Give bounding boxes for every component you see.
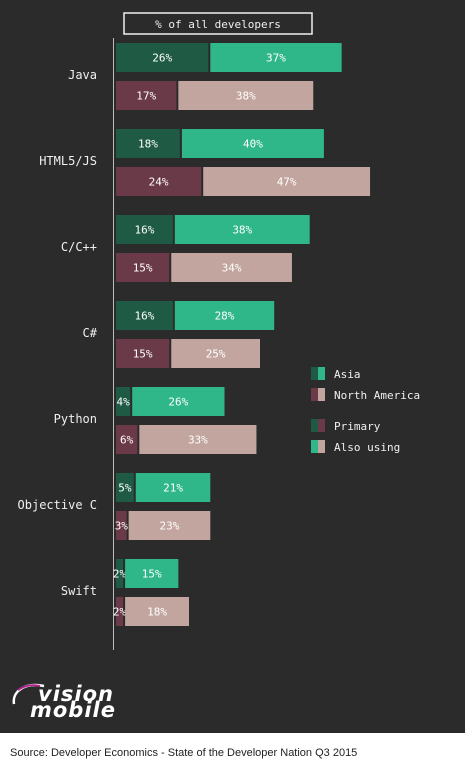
asia-also-label: 26% bbox=[168, 396, 188, 409]
na-also-bar bbox=[171, 339, 260, 368]
na-primary-bar bbox=[116, 253, 170, 282]
na-also-label: 25% bbox=[206, 348, 226, 361]
asia-also-bar bbox=[181, 129, 324, 158]
legend-na-swatch-a bbox=[311, 388, 318, 401]
na-also-bar bbox=[178, 81, 314, 110]
asia-also-label: 21% bbox=[163, 482, 183, 495]
logo-text-line1: vision bbox=[38, 682, 114, 706]
na-primary-bar bbox=[116, 597, 124, 626]
asia-also-label: 40% bbox=[243, 138, 263, 151]
na-primary-label: 3% bbox=[115, 520, 129, 533]
legend-also-swatch-a bbox=[311, 440, 318, 453]
legend-asia-swatch-a bbox=[311, 367, 318, 380]
asia-primary-label: 18% bbox=[138, 138, 158, 151]
asia-primary-label: 16% bbox=[134, 310, 154, 323]
asia-also-bar bbox=[125, 559, 179, 588]
asia-also-label: 15% bbox=[142, 568, 162, 581]
na-also-bar bbox=[139, 425, 257, 454]
legend-asia-label: Asia bbox=[334, 368, 361, 381]
asia-also-bar bbox=[132, 387, 225, 416]
asia-also-bar bbox=[174, 301, 275, 330]
legend-na-label: North America bbox=[334, 389, 420, 402]
na-also-bar bbox=[203, 167, 371, 196]
na-also-label: 47% bbox=[277, 176, 297, 189]
na-primary-bar bbox=[116, 511, 127, 540]
na-also-bar bbox=[171, 253, 292, 282]
legend-primary-label: Primary bbox=[334, 420, 381, 433]
na-also-label: 38% bbox=[236, 90, 256, 103]
asia-also-bar bbox=[210, 43, 342, 72]
asia-primary-label: 4% bbox=[116, 396, 130, 409]
na-primary-label: 15% bbox=[133, 348, 153, 361]
asia-also-bar bbox=[135, 473, 211, 502]
asia-primary-label: 5% bbox=[118, 482, 132, 495]
asia-primary-bar bbox=[116, 559, 124, 588]
asia-primary-bar bbox=[116, 215, 173, 244]
category-label: HTML5/JS bbox=[39, 154, 97, 168]
legend-asia-swatch-b bbox=[318, 367, 325, 380]
na-also-bar bbox=[125, 597, 189, 626]
na-primary-bar bbox=[116, 81, 177, 110]
vision-mobile-logo: vision mobile bbox=[10, 680, 150, 725]
na-primary-bar bbox=[116, 425, 138, 454]
asia-primary-bar bbox=[116, 129, 180, 158]
category-label: Swift bbox=[61, 584, 97, 598]
chart: % of all developers Java 26% 37% 17% 38% HTML… bbox=[18, 12, 420, 650]
na-also-label: 33% bbox=[188, 434, 208, 447]
na-primary-label: 15% bbox=[133, 262, 153, 275]
category-label: C/C++ bbox=[61, 240, 97, 254]
logo-swoosh-icon bbox=[12, 683, 45, 705]
chart-header-text: % of all developers bbox=[155, 18, 281, 31]
asia-primary-bar bbox=[116, 301, 173, 330]
na-primary-label: 6% bbox=[120, 434, 134, 447]
legend-na-swatch-b bbox=[318, 388, 325, 401]
na-primary-label: 17% bbox=[136, 90, 156, 103]
na-primary-bar bbox=[116, 167, 202, 196]
asia-primary-bar bbox=[116, 43, 209, 72]
na-also-bar bbox=[128, 511, 211, 540]
na-primary-label: 24% bbox=[149, 176, 169, 189]
category-label: Python bbox=[54, 412, 97, 426]
asia-primary-label: 2% bbox=[113, 568, 127, 581]
legend-primary-swatch-b bbox=[318, 419, 325, 432]
category-label: Objective C bbox=[18, 498, 97, 512]
na-also-label: 18% bbox=[147, 606, 167, 619]
legend: Asia North America Primary Also using bbox=[311, 367, 420, 454]
category-label: Java bbox=[68, 68, 97, 82]
asia-also-label: 28% bbox=[215, 310, 235, 323]
category-label: C# bbox=[83, 326, 98, 340]
na-also-label: 23% bbox=[160, 520, 180, 533]
legend-also-label: Also using bbox=[334, 441, 400, 454]
na-primary-bar bbox=[116, 339, 170, 368]
bars-layer: Java 26% 37% 17% 38% HTML5/JS 18% 40% 24% 47% C/C+… bbox=[18, 43, 371, 626]
logo-text-line2: mobile bbox=[30, 698, 116, 722]
asia-primary-label: 16% bbox=[134, 224, 154, 237]
asia-also-bar bbox=[174, 215, 310, 244]
legend-also-swatch-b bbox=[318, 440, 325, 453]
asia-primary-bar bbox=[116, 387, 131, 416]
source-text: Source: Developer Economics - State of t… bbox=[10, 747, 358, 759]
na-also-label: 34% bbox=[222, 262, 242, 275]
chart-header: % of all developers bbox=[123, 12, 313, 35]
asia-primary-bar bbox=[116, 473, 134, 502]
source-footer: Source: Developer Economics - State of t… bbox=[0, 733, 465, 775]
legend-primary-swatch-a bbox=[311, 419, 318, 432]
asia-also-label: 37% bbox=[266, 52, 286, 65]
asia-also-label: 38% bbox=[232, 224, 252, 237]
na-primary-label: 2% bbox=[113, 606, 127, 619]
asia-primary-label: 26% bbox=[152, 52, 172, 65]
